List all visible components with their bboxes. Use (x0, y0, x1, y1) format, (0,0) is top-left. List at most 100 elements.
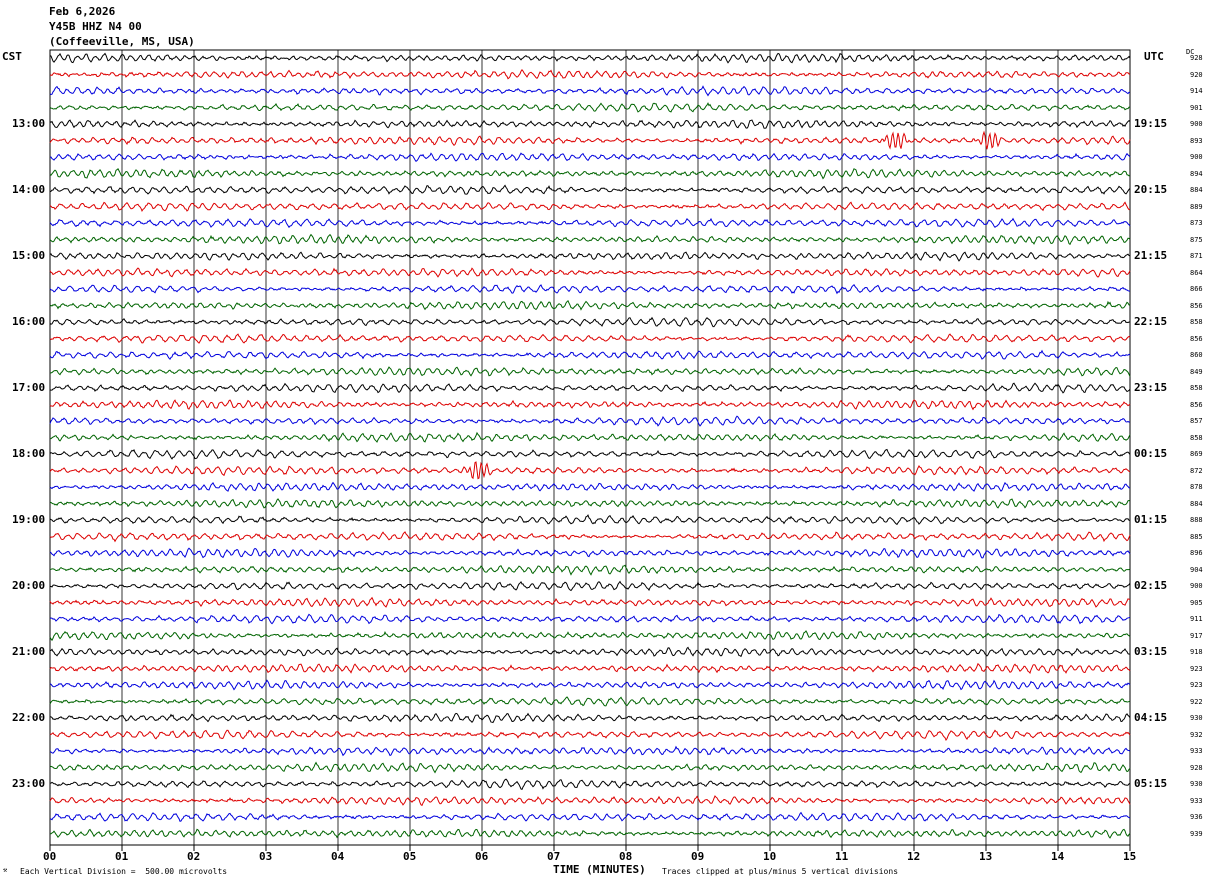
dc-header: DC (1186, 48, 1195, 56)
dc-offset-label: 856 (1190, 301, 1203, 310)
trace-line (49, 366, 1131, 377)
right-hour-label: 00:15 (1134, 447, 1168, 460)
dc-offset-label: 900 (1190, 582, 1203, 590)
right-timezone-label: UTC (1144, 50, 1164, 63)
trace-line (49, 233, 1131, 246)
plot-frame (49, 49, 1131, 846)
trace-line (49, 349, 1131, 361)
x-tick-label: 14 (1051, 850, 1065, 863)
dc-offset-label: 857 (1190, 417, 1203, 425)
trace-line (49, 745, 1131, 757)
x-tick-label: 05 (403, 850, 417, 863)
left-hour-label: 23:00 (12, 777, 46, 790)
trace-line (49, 201, 1131, 213)
dc-offset-label: 889 (1190, 202, 1203, 211)
right-hour-label: 04:15 (1134, 711, 1168, 724)
x-tick-label: 10 (763, 850, 777, 863)
right-hour-label: 02:15 (1134, 579, 1168, 592)
dc-offset-label: 858 (1190, 318, 1203, 326)
logo-mark: ⚒ (3, 866, 8, 874)
dc-offset-label: 894 (1190, 169, 1203, 178)
trace-line (49, 712, 1131, 724)
dc-offset-label: 933 (1190, 796, 1203, 805)
trace-line (49, 498, 1131, 509)
dc-offset-label: 884 (1190, 186, 1203, 194)
right-hour-label: 22:15 (1134, 315, 1168, 328)
dc-offset-label: 936 (1190, 813, 1203, 821)
trace-line (49, 547, 1131, 559)
header-station: Y45B HHZ N4 00 (49, 20, 142, 33)
dc-offset-label: 932 (1190, 730, 1203, 739)
right-hour-label: 21:15 (1134, 249, 1168, 262)
dc-offset-label: 872 (1190, 466, 1203, 475)
trace-line (49, 52, 1131, 64)
dc-offset-label: 911 (1190, 615, 1203, 623)
x-tick-label: 12 (907, 850, 921, 863)
right-hour-label: 19:15 (1134, 117, 1168, 130)
dc-offset-label: 856 (1190, 400, 1203, 409)
trace-line (49, 448, 1131, 460)
dc-offset-label: 856 (1190, 334, 1203, 343)
trace-line (49, 119, 1131, 129)
left-hour-label: 13:00 (12, 117, 46, 130)
trace-line (49, 267, 1131, 278)
x-tick-label: 03 (259, 850, 273, 863)
dc-offset-label: 858 (1190, 433, 1203, 442)
dc-offset-label: 900 (1190, 153, 1203, 161)
x-tick-label: 01 (115, 850, 129, 863)
trace-line (49, 828, 1131, 839)
clip-note: Traces clipped at plus/minus 5 vertical … (662, 867, 899, 876)
left-hour-label: 15:00 (12, 249, 46, 262)
dc-offset-label: 904 (1190, 565, 1203, 574)
right-hour-label: 23:15 (1134, 381, 1168, 394)
left-hour-label: 17:00 (12, 381, 46, 394)
right-hour-label: 03:15 (1134, 645, 1168, 658)
trace-line (49, 284, 1131, 295)
x-tick-label: 13 (979, 850, 993, 863)
dc-offset-label: 939 (1190, 829, 1203, 838)
x-tick-label: 06 (475, 850, 489, 863)
dc-offset-label: 884 (1190, 499, 1203, 508)
x-tick-label: 09 (691, 850, 705, 863)
dc-offset-label: 918 (1190, 648, 1203, 656)
trace-line (49, 217, 1131, 229)
trace-line (49, 613, 1131, 625)
trace-line (49, 646, 1131, 658)
right-hour-label: 20:15 (1134, 183, 1168, 196)
x-tick-label: 07 (547, 850, 561, 863)
left-hour-label: 19:00 (12, 513, 46, 526)
dc-offset-label: 893 (1190, 136, 1203, 145)
dc-offset-label: 866 (1190, 285, 1203, 293)
trace-line (49, 795, 1131, 807)
dc-offset-label: 905 (1190, 598, 1203, 607)
dc-offset-label: 917 (1190, 631, 1203, 640)
dc-offset-label: 900 (1190, 120, 1203, 128)
dc-offset-label: 923 (1190, 681, 1203, 689)
left-hour-label: 22:00 (12, 711, 46, 724)
x-tick-label: 11 (835, 850, 849, 863)
dc-offset-label: 864 (1190, 268, 1203, 277)
trace-line (49, 662, 1131, 674)
trace-line (49, 761, 1131, 774)
trace-line (49, 299, 1131, 311)
trace-line (49, 481, 1131, 492)
left-timezone-label: CST (2, 50, 22, 63)
trace-line (49, 461, 1131, 480)
dc-offset-label: 896 (1190, 549, 1203, 557)
dc-offset-label: 858 (1190, 384, 1203, 392)
trace-line (49, 431, 1131, 443)
left-hour-label: 20:00 (12, 579, 46, 592)
dc-offset-label: 875 (1190, 235, 1203, 244)
trace-line (49, 399, 1131, 411)
trace-line (49, 415, 1131, 427)
dc-offset-label: 849 (1190, 367, 1203, 376)
x-tick-label: 00 (43, 850, 57, 863)
dc-offset-label: 871 (1190, 252, 1203, 260)
trace-line (49, 68, 1131, 80)
dc-offset-label: 888 (1190, 516, 1203, 524)
dc-offset-label: 923 (1190, 664, 1203, 673)
trace-line (49, 251, 1131, 262)
xaxis-title: TIME (MINUTES) (553, 863, 646, 876)
trace-line (49, 514, 1131, 526)
dc-offset-label: 928 (1190, 54, 1203, 62)
